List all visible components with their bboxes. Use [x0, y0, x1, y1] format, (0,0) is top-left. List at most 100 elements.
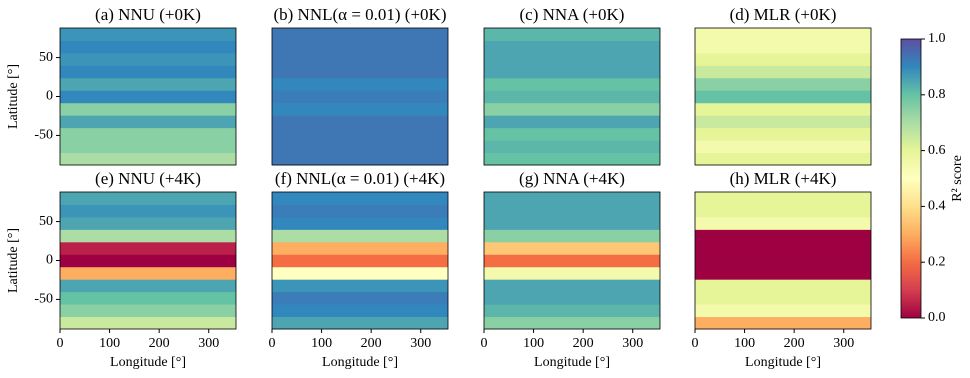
heat-cell — [695, 254, 871, 268]
axes-frame — [694, 191, 872, 330]
heat-cell — [695, 241, 871, 255]
heat-cell — [695, 140, 871, 154]
panel-title: (d) MLR (+0K) — [730, 5, 837, 24]
heat-cell — [695, 304, 871, 318]
heat-cell — [484, 65, 660, 79]
heat-cell — [484, 204, 660, 218]
heat-cell — [272, 241, 448, 255]
heat-cell — [60, 266, 236, 280]
panel-title: (a) NNU (+0K) — [95, 5, 201, 24]
heat-cell — [272, 316, 448, 330]
heat-cell — [272, 77, 448, 91]
x-tick-label: 100 — [99, 336, 120, 351]
heat-cell — [695, 204, 871, 218]
heat-cell — [695, 65, 871, 79]
heat-cell — [484, 77, 660, 91]
heat-cell — [484, 291, 660, 305]
x-tick-label: 0 — [57, 336, 64, 351]
y-tick-label: -50 — [34, 128, 53, 143]
panel-title: (e) NNU (+4K) — [95, 169, 201, 188]
heat-cell — [60, 241, 236, 255]
heat-cell — [272, 229, 448, 243]
x-tick-label: 300 — [833, 336, 854, 351]
heat-cell — [695, 127, 871, 141]
heat-cell — [484, 216, 660, 230]
x-tick-label: 200 — [149, 336, 170, 351]
x-tick-label: 0 — [692, 336, 699, 351]
heat-cell — [272, 90, 448, 104]
axes-frame — [483, 191, 661, 330]
heat-cell — [484, 316, 660, 330]
heat-cell — [484, 266, 660, 280]
heat-cell — [484, 152, 660, 166]
x-axis-label: Longitude [°] — [110, 355, 186, 370]
x-tick-label: 100 — [734, 336, 755, 351]
heat-cell — [695, 40, 871, 54]
colorbar-tick-label: 0.4 — [928, 199, 946, 214]
colorbar-label: R² score — [950, 155, 965, 202]
y-tick-label: 50 — [39, 214, 53, 229]
panel-title: (c) NNA (+0K) — [520, 5, 625, 24]
axes-frame — [694, 27, 872, 166]
colorbar-tick-label: 0.0 — [928, 310, 946, 325]
heat-cell — [695, 90, 871, 104]
panel-title: (h) MLR (+4K) — [730, 169, 837, 188]
heat-cell — [60, 115, 236, 129]
heat-cell — [272, 291, 448, 305]
heat-cell — [60, 102, 236, 116]
heat-cell — [695, 152, 871, 166]
colorbar-tick-label: 0.2 — [928, 254, 946, 269]
heat-cell — [272, 40, 448, 54]
colorbar-tick-label: 0.6 — [928, 143, 946, 158]
x-tick-label: 200 — [784, 336, 805, 351]
heat-cell — [484, 52, 660, 66]
heat-cell — [272, 254, 448, 268]
heat-cell — [695, 115, 871, 129]
heat-cell — [695, 102, 871, 116]
x-tick-label: 100 — [523, 336, 544, 351]
colorbar-tick-label: 1.0 — [928, 31, 946, 46]
x-tick-label: 200 — [361, 336, 382, 351]
heat-cell — [272, 216, 448, 230]
heat-cell — [272, 279, 448, 293]
panel-title: (g) NNA (+4K) — [519, 169, 625, 188]
heat-cell — [60, 28, 236, 41]
heat-cell — [60, 216, 236, 230]
heat-cell — [484, 28, 660, 41]
heat-cell — [60, 291, 236, 305]
heat-cell — [60, 304, 236, 318]
heat-cell — [60, 204, 236, 218]
y-tick-label: 0 — [46, 253, 53, 268]
heat-cell — [60, 254, 236, 268]
heat-cell — [60, 127, 236, 141]
heat-cell — [272, 152, 448, 166]
x-tick-label: 0 — [481, 336, 488, 351]
heat-cell — [60, 192, 236, 205]
y-axis-label: Latitude [°] — [6, 228, 21, 293]
heat-cell — [60, 140, 236, 154]
heat-cell — [695, 291, 871, 305]
heat-cell — [484, 254, 660, 268]
heat-cell — [695, 77, 871, 91]
panel-title: (b) NNL(α = 0.01) (+0K) — [273, 5, 446, 24]
axes-frame — [271, 27, 449, 166]
heat-cell — [484, 40, 660, 54]
heat-cell — [695, 52, 871, 66]
heat-cell — [695, 192, 871, 205]
heat-cell — [695, 28, 871, 41]
x-axis-label: Longitude [°] — [745, 355, 821, 370]
x-tick-label: 300 — [622, 336, 643, 351]
panel-title: (f) NNL(α = 0.01) (+4K) — [275, 169, 445, 188]
x-tick-label: 0 — [269, 336, 276, 351]
heat-cell — [484, 304, 660, 318]
colorbar — [900, 38, 922, 319]
heat-cell — [272, 266, 448, 280]
heat-cell — [60, 52, 236, 66]
heat-cell — [60, 152, 236, 166]
heat-cell — [484, 127, 660, 141]
heat-cell — [272, 65, 448, 79]
heat-cell — [484, 192, 660, 205]
heat-cell — [484, 102, 660, 116]
heat-cell — [60, 65, 236, 79]
